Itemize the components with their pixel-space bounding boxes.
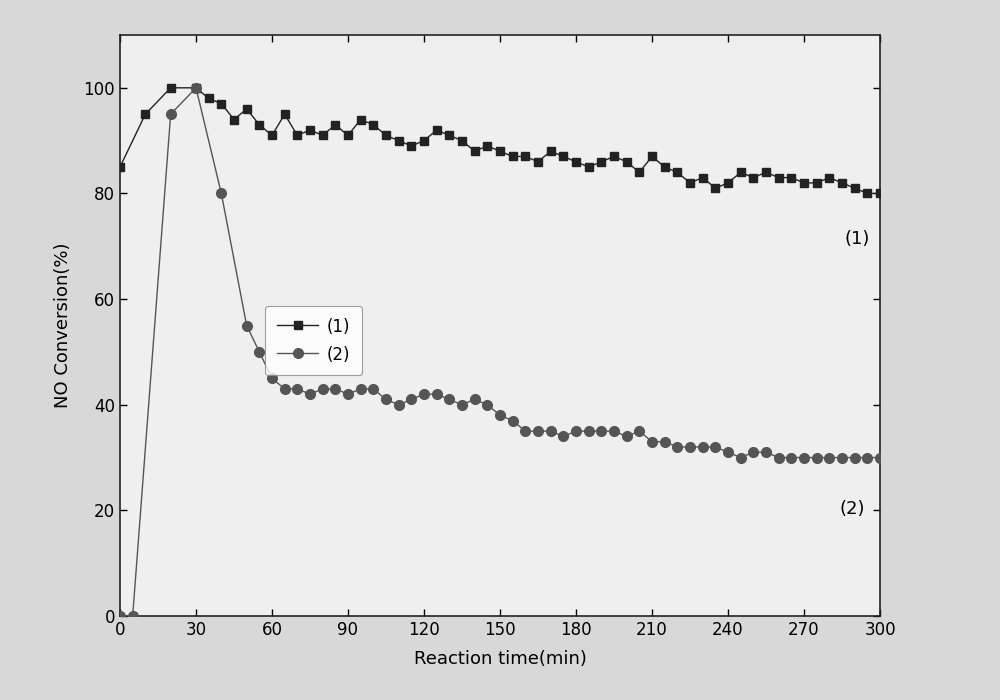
(1) xyxy=(114,163,126,172)
(2) xyxy=(621,432,633,440)
(2) xyxy=(583,427,595,435)
Line: (1): (1) xyxy=(116,84,884,197)
(2) xyxy=(874,454,886,462)
(2) xyxy=(127,612,139,620)
(1) xyxy=(697,174,709,182)
(1) xyxy=(165,83,177,92)
(2) xyxy=(190,83,202,92)
(1) xyxy=(861,189,873,197)
X-axis label: Reaction time(min): Reaction time(min) xyxy=(414,650,586,668)
(1) xyxy=(342,131,354,139)
Y-axis label: NO Conversion(%): NO Conversion(%) xyxy=(54,243,72,408)
(1) xyxy=(836,178,848,187)
(2) xyxy=(722,448,734,456)
(2) xyxy=(114,612,126,620)
Text: (2): (2) xyxy=(839,500,865,518)
Text: (1): (1) xyxy=(845,230,870,248)
Line: (2): (2) xyxy=(115,83,885,621)
(1) xyxy=(874,189,886,197)
(2) xyxy=(646,438,658,446)
(1) xyxy=(773,174,785,182)
(1) xyxy=(646,153,658,161)
Legend: (1), (2): (1), (2) xyxy=(265,306,362,375)
(2) xyxy=(443,395,455,404)
(1) xyxy=(329,120,341,129)
